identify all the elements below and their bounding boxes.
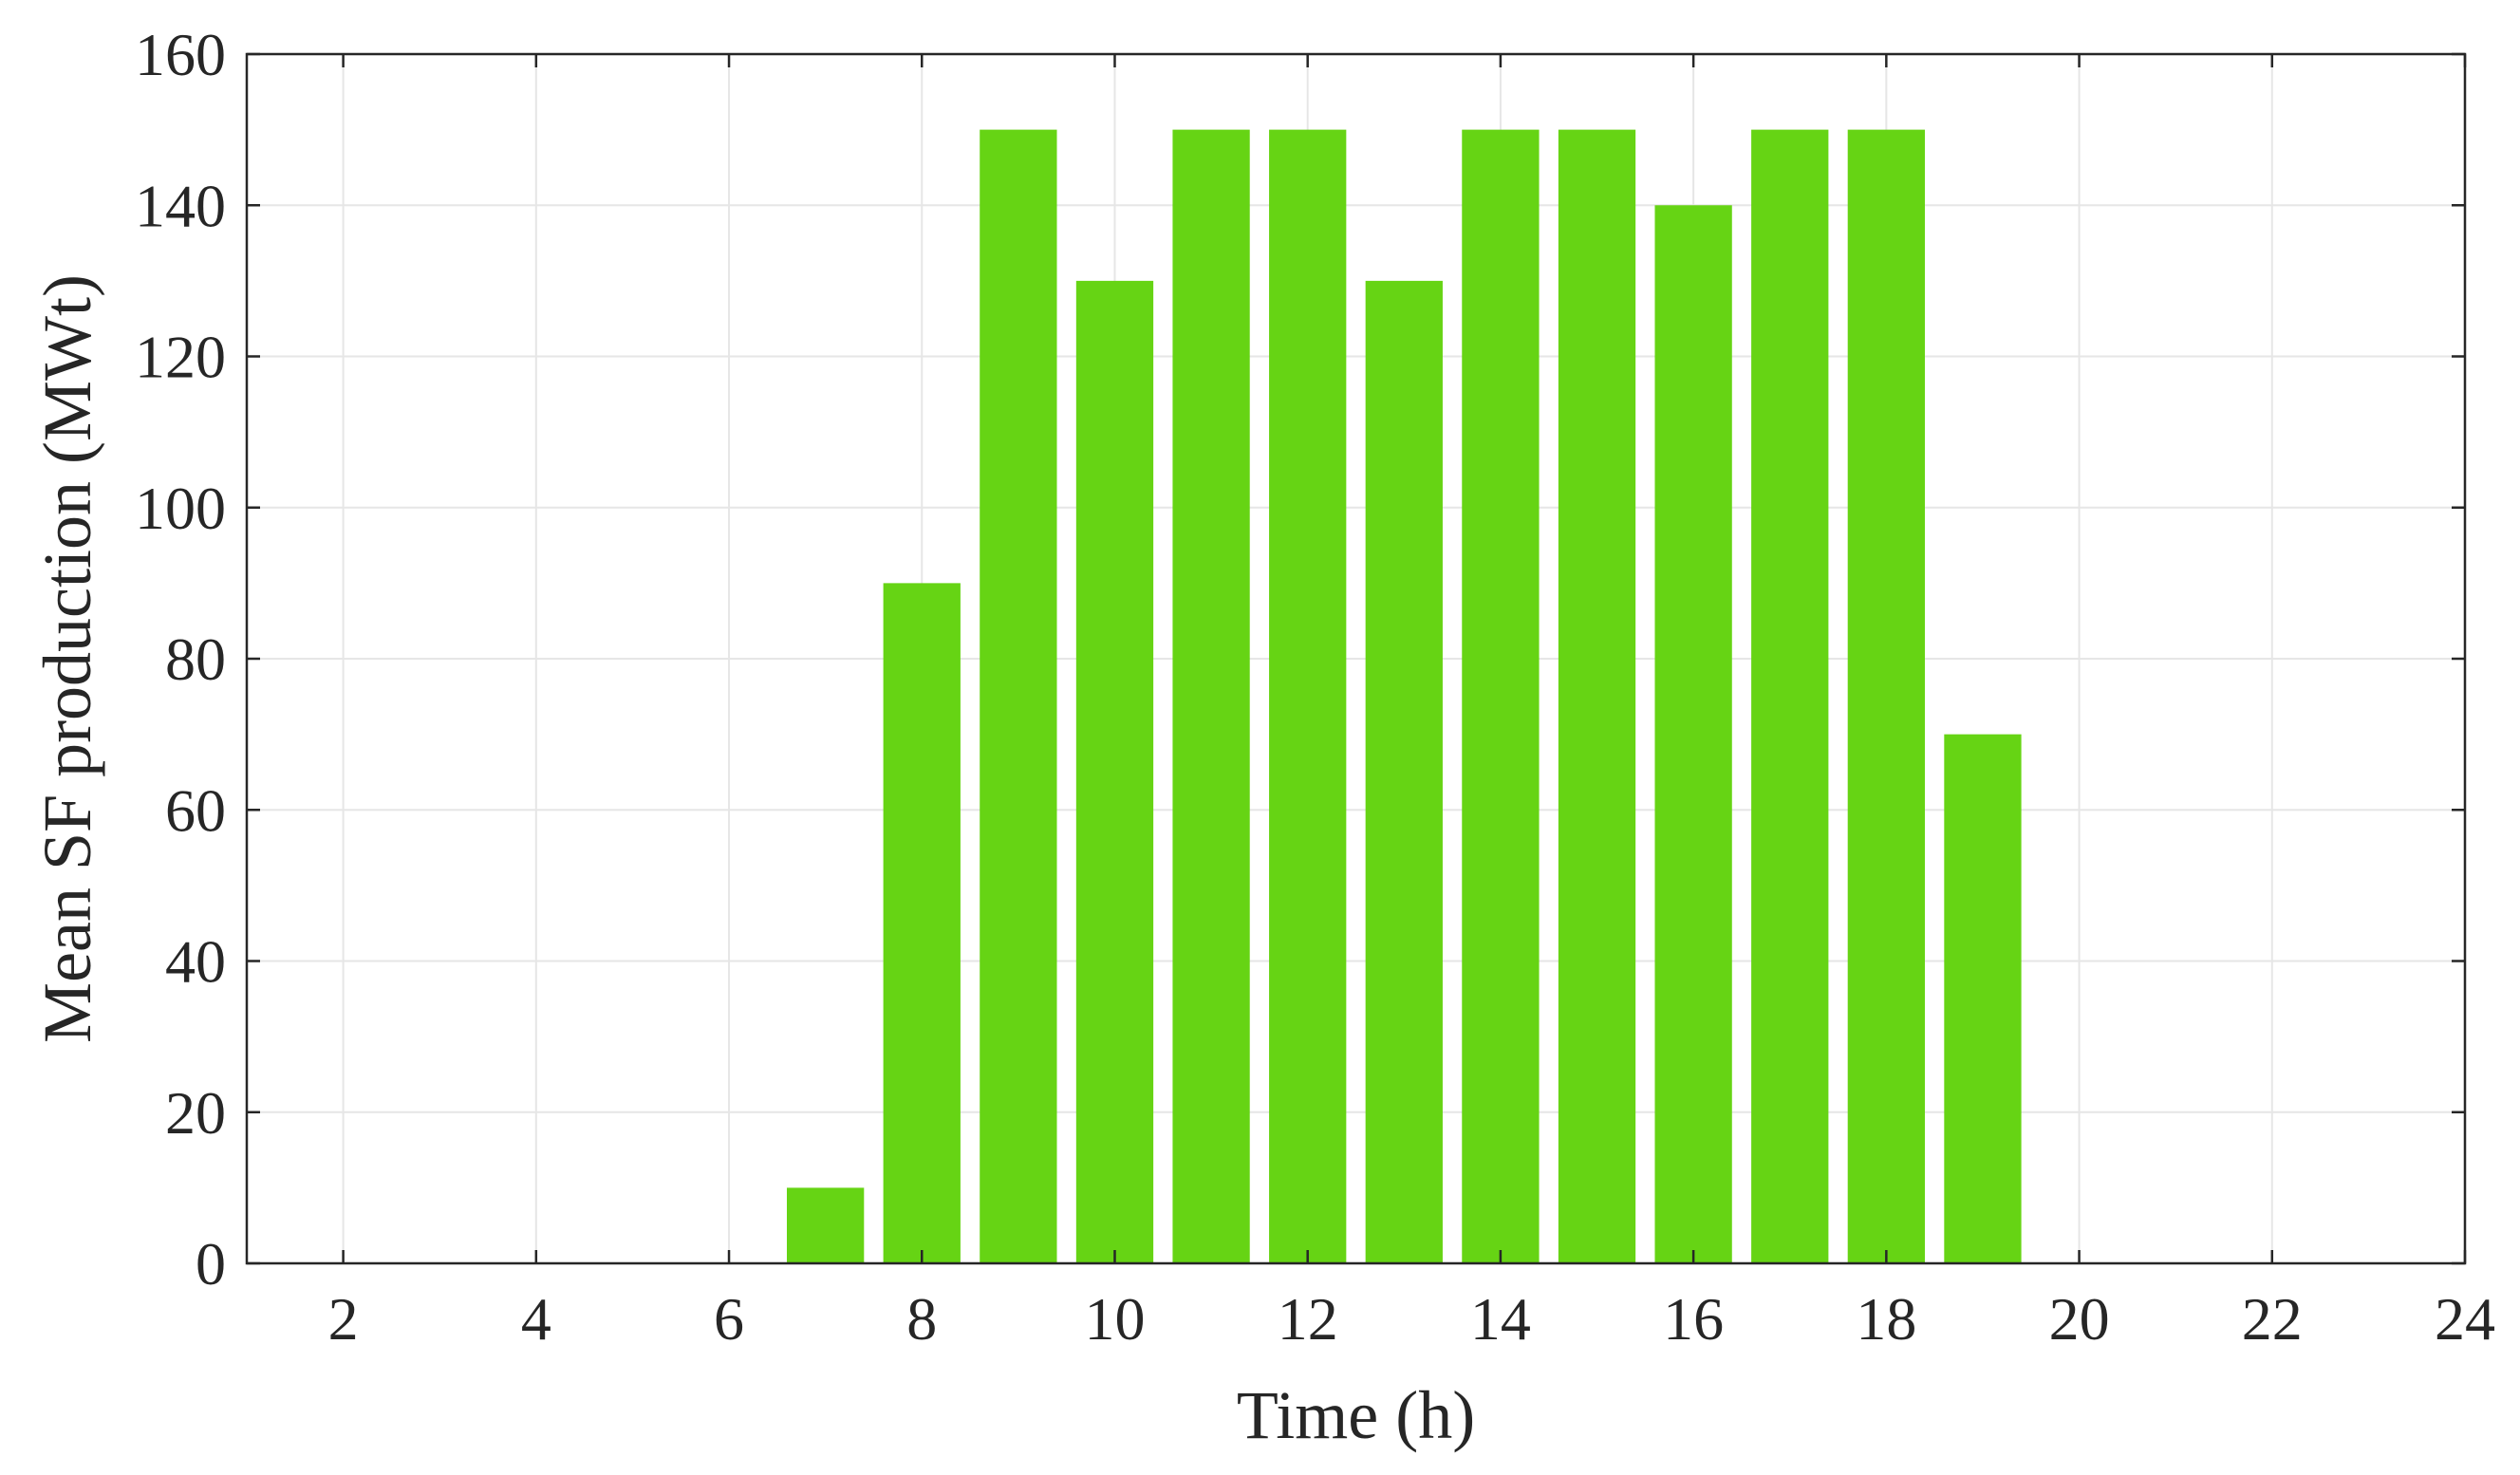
x-tick-label: 20 [2049,1285,2110,1353]
y-tick-label: 120 [135,324,226,391]
y-tick-label: 60 [165,776,226,844]
bar [1462,129,1540,1263]
y-tick-label: 40 [165,928,226,996]
bar [1172,129,1250,1263]
x-tick-label: 22 [2242,1285,2303,1353]
bar [883,583,961,1263]
bars [787,129,2022,1263]
y-tick-label: 80 [165,625,226,693]
bar [1847,129,1925,1263]
y-tick-label: 20 [165,1079,226,1147]
bar [1075,280,1154,1263]
y-ticks: 0 20 40 60 80 100 120 140 160 [135,21,2465,1298]
bar [1558,129,1636,1263]
x-tick-label: 6 [714,1285,744,1353]
bar [1944,734,2022,1263]
x-tick-label: 4 [521,1285,551,1353]
bar [980,129,1057,1263]
bar [1365,280,1443,1263]
x-tick-label: 18 [1856,1285,1916,1353]
y-tick-label: 100 [135,475,226,542]
bar [1654,205,1732,1263]
x-tick-label: 8 [906,1285,937,1353]
bar [1269,129,1347,1263]
y-tick-label: 160 [135,21,226,88]
y-tick-label: 140 [135,172,226,239]
bar [1751,129,1829,1263]
x-tick-label: 14 [1470,1285,1531,1353]
x-tick-label: 12 [1278,1285,1338,1353]
x-tick-label: 24 [2435,1285,2495,1353]
y-axis-label: Mean SF production (MWt) [29,274,105,1043]
x-tick-label: 2 [328,1285,359,1353]
grid-lines [247,53,2466,1264]
y-tick-label: 0 [196,1230,226,1298]
bar [787,1187,865,1263]
x-tick-label: 10 [1084,1285,1145,1353]
x-axis-label: Time (h) [1237,1377,1475,1453]
x-tick-label: 16 [1663,1285,1724,1353]
x-ticks: 2 4 6 8 10 12 14 16 18 20 22 24 [328,54,2495,1353]
